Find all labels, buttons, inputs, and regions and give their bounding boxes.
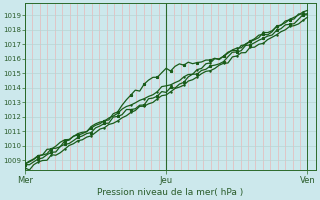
X-axis label: Pression niveau de la mer( hPa ): Pression niveau de la mer( hPa ) [97, 188, 244, 197]
